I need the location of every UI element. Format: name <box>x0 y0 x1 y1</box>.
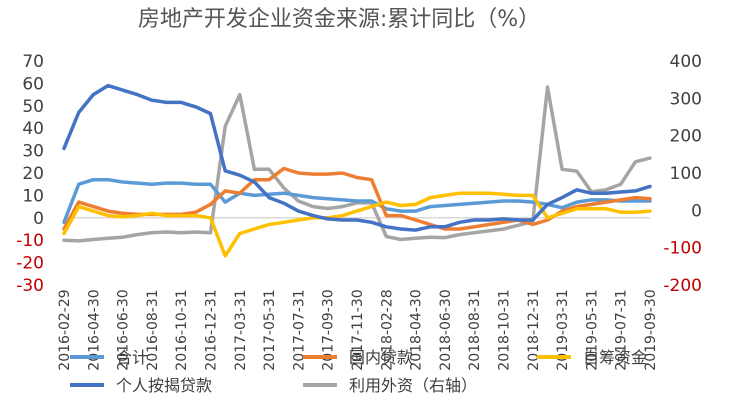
x-tick-label: 2019-05-31 <box>584 289 600 370</box>
y-left-tick-label: -30 <box>16 276 44 296</box>
x-tick-label: 2018-02-28 <box>379 289 395 370</box>
x-tick-label: 2016-06-30 <box>116 289 132 370</box>
x-tick-label: 2018-04-30 <box>409 289 425 370</box>
y-left-tick-label: 70 <box>22 52 44 72</box>
x-tick-label: 2016-10-31 <box>174 289 190 370</box>
legend-label: 个人按揭贷款 <box>116 376 212 395</box>
chart-title: 房地产开发企业资金来源:累计同比（%） <box>138 7 540 32</box>
y-left-tick-label: 30 <box>22 142 44 162</box>
y-right-tick-label: 100 <box>670 164 702 184</box>
x-tick-label: 2017-03-31 <box>233 289 249 370</box>
y-left-tick-label: 50 <box>22 97 44 117</box>
x-tick-label: 2017-05-31 <box>262 289 278 370</box>
x-tick-label: 2018-08-31 <box>467 289 483 370</box>
x-tick-label: 2017-07-31 <box>291 289 307 370</box>
series-line <box>62 177 652 225</box>
x-tick-label: 2019-07-31 <box>614 289 630 370</box>
y-right-tick-label: -100 <box>663 239 702 259</box>
series-line <box>62 83 652 232</box>
x-tick-label: 2016-08-31 <box>145 289 161 370</box>
y-right-tick-label: 200 <box>670 127 702 147</box>
y-left-tick-label: 0 <box>33 209 44 229</box>
y-left-tick-label: -10 <box>16 231 44 251</box>
series-line <box>62 85 652 243</box>
x-tick-label: 2017-09-30 <box>321 289 337 370</box>
legend-label: 国内贷款 <box>349 348 413 367</box>
series-line <box>62 191 652 258</box>
x-tick-label: 2019-03-31 <box>555 289 571 370</box>
legend-label: 利用外资（右轴） <box>349 376 477 395</box>
y-right-tick-label: 400 <box>670 52 702 72</box>
y-right-tick-label: -200 <box>663 276 702 296</box>
y-left-tick-label: 40 <box>22 119 44 139</box>
y-left-tick-label: 60 <box>22 74 44 94</box>
x-tick-label: 2016-12-31 <box>204 289 220 370</box>
x-tick-label: 2019-09-30 <box>643 289 659 370</box>
legend-label: 合计 <box>116 348 148 367</box>
x-tick-label: 2018-06-30 <box>438 289 454 370</box>
x-tick-label: 2016-02-29 <box>57 289 73 370</box>
x-tick-label: 2017-11-30 <box>350 289 366 370</box>
y-left-tick-label: 20 <box>22 164 44 184</box>
x-tick-label: 2018-12-31 <box>526 289 542 370</box>
x-tick-label: 2018-10-31 <box>497 289 513 370</box>
legend-label: 自筹资金 <box>583 348 647 367</box>
y-left-tick-label: -20 <box>16 254 44 274</box>
y-right-tick-label: 300 <box>670 89 702 109</box>
y-left-tick-label: 10 <box>22 186 44 206</box>
y-right-tick-label: 0 <box>691 201 702 221</box>
x-tick-label: 2016-04-30 <box>86 289 102 370</box>
